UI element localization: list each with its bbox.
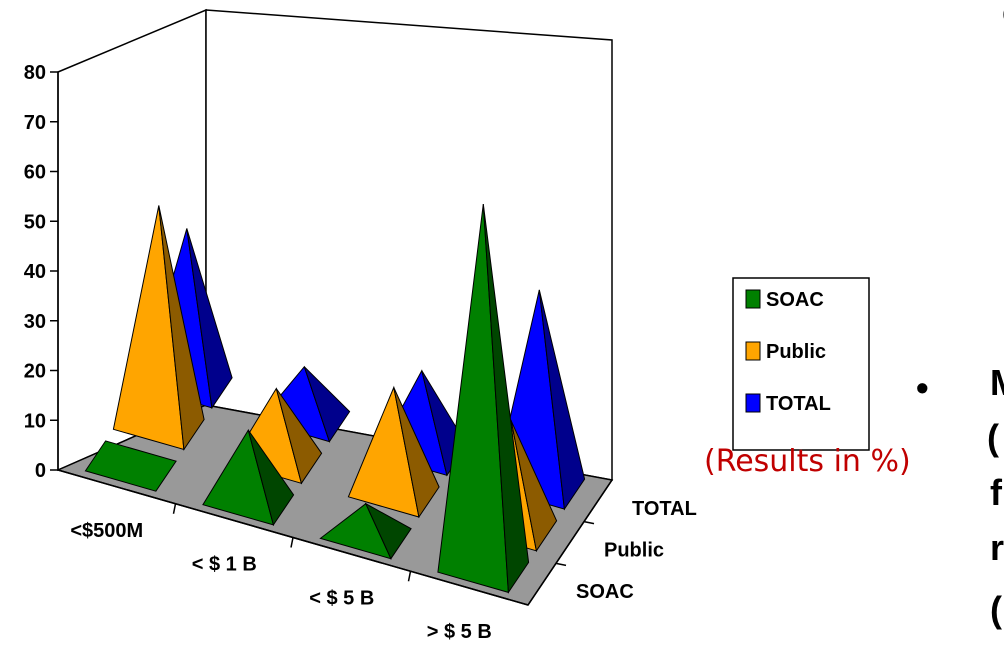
category-tick-mark: [290, 537, 294, 548]
legend-label: TOTAL: [766, 393, 831, 415]
pyramid-side-face: [482, 204, 530, 594]
category-label: > $ 5 B: [427, 621, 492, 643]
depth-label: Public: [604, 540, 664, 562]
depth-axis: SOAC Public TOTAL: [527, 479, 697, 606]
slide-text-fragments: • c M ( fr (: [916, 0, 1004, 630]
pyramid-mark: [347, 385, 440, 519]
slide-text-fragment: (: [990, 589, 1002, 630]
depth-axis-line: [527, 479, 613, 606]
pyramid-mark: [202, 428, 295, 527]
y-tick-label: 60: [24, 162, 46, 184]
pyramid-mark: [112, 205, 205, 451]
pyramid-mark: [84, 440, 177, 492]
slide-text-fragment: c: [1002, 0, 1004, 32]
pyramid-side-face: [303, 366, 351, 443]
pyramid-side-face: [186, 228, 233, 410]
y-tick-label: 40: [24, 261, 46, 283]
y-tick-label: 20: [24, 361, 46, 383]
category-axis: <$500M < $ 1 B < $ 5 B > $ 5 B: [57, 469, 529, 643]
depth-tick-mark: [555, 562, 567, 567]
depth-tick-mark: [583, 520, 595, 525]
legend-swatch: [745, 289, 761, 309]
pyramid-side-face: [364, 502, 412, 560]
pyramid-marks: [84, 204, 586, 594]
y-tick-label: 50: [24, 211, 46, 233]
pyramid-side-face: [393, 387, 440, 519]
category-label: < $ 5 B: [309, 587, 374, 609]
slide-text-fragment: M: [990, 362, 1004, 403]
y-tick-label: 70: [24, 112, 46, 134]
y-tick-label: 30: [24, 311, 46, 333]
pyramid-side-face: [158, 205, 205, 451]
pyramid-mark: [437, 204, 530, 594]
pyramid-side-face: [275, 388, 323, 485]
slide-text-fragment: (: [987, 417, 999, 458]
legend: SOAC Public TOTAL: [732, 277, 870, 451]
category-tick-mark: [172, 503, 177, 514]
legend-label: SOAC: [766, 289, 824, 311]
pyramid-side-face: [247, 429, 295, 527]
slide-text-fragment: r: [990, 527, 1004, 568]
y-tick-label: 80: [24, 62, 46, 84]
y-axis: 0 10 20 30 40 50 60 70 80: [24, 62, 59, 482]
pyramid-mark: [319, 502, 412, 560]
depth-label: SOAC: [576, 581, 634, 603]
depth-label: TOTAL: [632, 498, 697, 520]
legend-label: Public: [766, 341, 826, 363]
y-tick-label: 10: [24, 410, 46, 432]
legend-swatch: [745, 393, 761, 413]
category-label: <$500M: [70, 520, 143, 542]
pyramid-side-face: [538, 289, 586, 511]
category-tick-mark: [407, 571, 412, 582]
pyramid-side-face: [510, 420, 558, 553]
legend-swatch: [745, 341, 761, 361]
results-note: (Results in %): [704, 444, 911, 479]
slide-text-fragment: f: [990, 472, 1003, 513]
category-label: < $ 1 B: [192, 554, 257, 576]
y-tick-label: 0: [35, 460, 46, 482]
bullet-glyph: •: [916, 367, 929, 408]
